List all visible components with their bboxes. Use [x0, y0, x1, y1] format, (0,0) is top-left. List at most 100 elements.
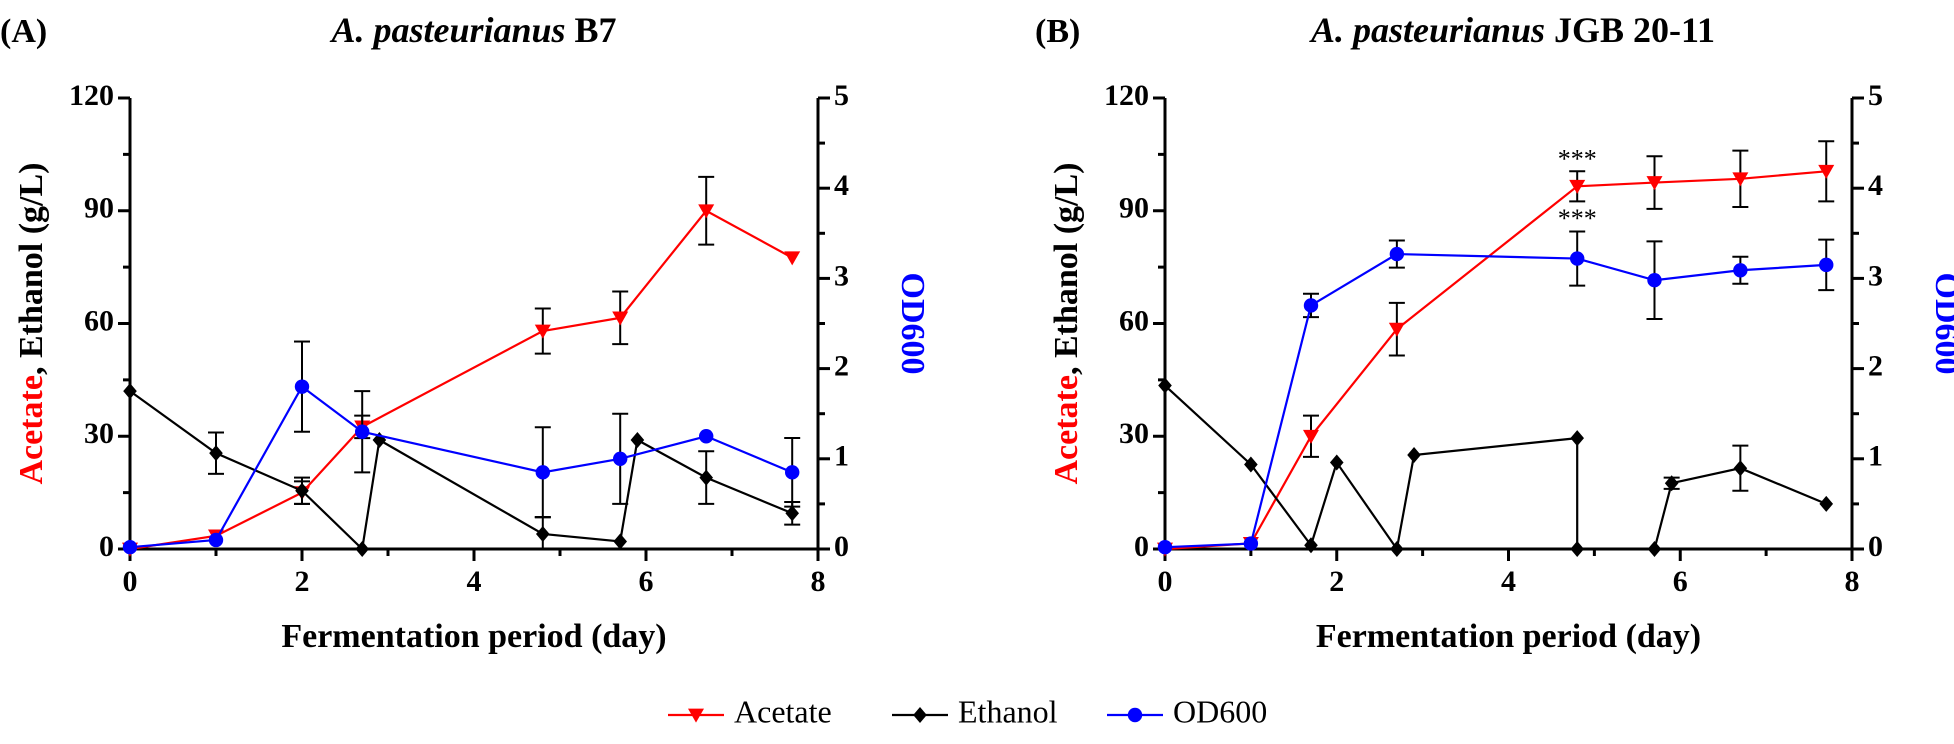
legend-marker: [688, 708, 704, 723]
y-axis-label-part: Acetate: [13, 375, 50, 484]
chart-panel-a: (A) A. pasteurianus B70 2 4 6 803060901200123…: [0, 10, 931, 655]
x-tick-label: 6: [1673, 565, 1688, 598]
series-line-acetate: [1164, 170, 1827, 551]
y-tick-label-right: 1: [834, 440, 849, 473]
data-point-od600: [785, 465, 800, 480]
data-point-od600: [535, 465, 550, 480]
series-od600: [122, 340, 801, 555]
y-tick-label-right: 4: [834, 169, 849, 202]
data-point-od600: [1389, 246, 1405, 262]
data-point-od600: [122, 539, 138, 555]
y-tick-label-right: 5: [834, 79, 849, 112]
data-point-ethanol: [613, 533, 627, 550]
data-point-ethanol: [372, 432, 387, 449]
x-tick-label: 4: [467, 565, 482, 598]
x-tick-label: 6: [639, 565, 654, 598]
data-point-od600: [1157, 539, 1173, 555]
y-tick-label-right: 4: [1868, 169, 1883, 202]
y-tick-label-left: 120: [69, 79, 114, 112]
data-point-ethanol: [1304, 537, 1318, 554]
data-point-ethanol: [1158, 377, 1172, 394]
data-point-ethanol: [1664, 475, 1679, 492]
data-point-acetate: [698, 204, 715, 219]
series-line-od600: [129, 385, 793, 549]
data-point-od600: [208, 532, 224, 548]
y-tick-label-left: 30: [84, 417, 114, 450]
legend-label: Ethanol: [958, 693, 1058, 729]
chart-title: A. pasteurianus B7: [329, 10, 616, 50]
y-tick-label-left: 30: [1119, 417, 1149, 450]
data-point-acetate: [1646, 176, 1663, 191]
x-tick-label: 0: [1158, 565, 1173, 598]
x-tick-label: 2: [295, 565, 310, 598]
legend-label: OD600: [1173, 693, 1267, 729]
y-axis-label-part: Acetate: [1048, 375, 1085, 484]
data-point-ethanol: [123, 383, 137, 400]
x-tick-label: 0: [123, 565, 138, 598]
data-point-od600: [1570, 251, 1585, 266]
data-point-acetate: [612, 311, 629, 326]
series-line-od600: [1164, 252, 1827, 549]
title-strain: JGB 20-11: [1545, 10, 1715, 50]
y-axis-label-left: Acetate, Ethanol (g/L): [13, 162, 50, 484]
series-od600: [1157, 230, 1835, 555]
data-point-ethanol: [1329, 454, 1344, 471]
legend: Acetate Ethanol OD600: [668, 693, 1267, 729]
y-tick-label-right: 0: [1868, 530, 1883, 563]
axes: [1163, 98, 1854, 551]
series-ethanol: [1158, 377, 1834, 557]
x-axis-label: Fermentation period (day): [281, 618, 666, 655]
y-axis-label-left: Acetate, Ethanol (g/L): [1048, 162, 1085, 484]
chart-title: A. pasteurianus JGB 20-11: [1309, 10, 1715, 50]
panel-label: (A): [0, 13, 47, 50]
data-point-ethanol: [536, 525, 550, 542]
data-point-ethanol: [1733, 460, 1748, 477]
y-axis-label-right: OD600: [1928, 273, 1954, 375]
data-point-ethanol: [630, 432, 645, 449]
title-strain: B7: [566, 10, 617, 50]
legend-item-ethanol: Ethanol: [892, 693, 1058, 729]
data-point-od600: [1243, 536, 1259, 551]
title-species: A. pasteurianus: [329, 10, 565, 50]
legend-item-acetate: Acetate: [668, 693, 832, 729]
data-point-od600: [1733, 263, 1748, 278]
data-point-ethanol: [1570, 541, 1584, 557]
y-tick-label-right: 3: [834, 259, 849, 292]
data-point-ethanol: [1407, 447, 1421, 464]
data-point-od600: [1647, 273, 1662, 288]
data-point-ethanol: [209, 445, 223, 462]
legend-label: Acetate: [734, 693, 832, 729]
y-tick-label-left: 0: [99, 530, 114, 563]
significance-annotation: ***: [1558, 145, 1597, 174]
y-tick-label-right: 3: [1868, 259, 1883, 292]
data-point-acetate: [1818, 164, 1835, 179]
y-tick-label-right: 2: [834, 349, 849, 382]
data-point-acetate: [534, 324, 551, 339]
data-point-od600: [699, 429, 714, 444]
x-tick-label: 8: [811, 565, 826, 598]
y-tick-label-left: 120: [1104, 79, 1149, 112]
y-tick-label-right: 5: [1868, 79, 1883, 112]
data-point-od600: [1303, 298, 1319, 313]
chart-panel-b: (B) A. pasteurianus JGB 20-110 2 4 6 80306090…: [1035, 10, 1954, 655]
data-point-acetate: [1569, 179, 1586, 194]
x-tick-label: 2: [1329, 565, 1344, 598]
legend-item-od600: OD600: [1107, 693, 1267, 729]
data-point-ethanol: [699, 469, 713, 486]
data-point-ethanol: [295, 482, 309, 499]
x-tick-label: 4: [1501, 565, 1516, 598]
data-point-od600: [613, 451, 628, 466]
data-point-acetate: [1732, 172, 1749, 187]
y-tick-label-right: 2: [1868, 349, 1883, 382]
significance-annotation: ***: [1558, 204, 1597, 233]
data-point-od600: [294, 379, 310, 394]
data-point-od600: [355, 424, 370, 439]
data-point-ethanol: [1570, 430, 1584, 447]
x-tick-label: 8: [1845, 565, 1860, 598]
panel-label: (B): [1035, 13, 1080, 50]
data-point-ethanol: [1390, 541, 1404, 557]
series-line-ethanol: [129, 390, 793, 552]
legend-marker: [1127, 707, 1143, 723]
y-tick-label-left: 60: [84, 304, 114, 337]
